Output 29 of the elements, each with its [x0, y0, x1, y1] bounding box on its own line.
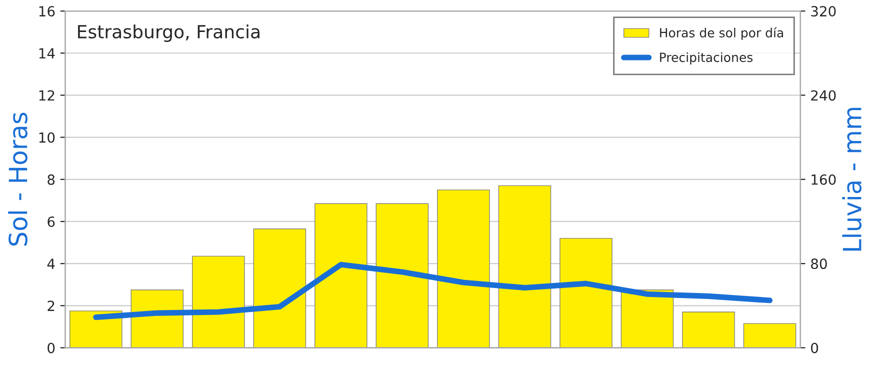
y-tick-label: 2: [48, 300, 54, 311]
y2-tick-label: 160: [812, 174, 836, 185]
bar: [376, 203, 429, 348]
y2-tick-label: 320: [811, 6, 836, 17]
legend-label: Precipitaciones: [660, 52, 753, 64]
bar: [560, 238, 612, 348]
legend-label: Horas de sol por día: [660, 27, 784, 40]
y-tick-label: 8: [48, 174, 55, 185]
bar: [314, 203, 368, 348]
y-axis-title: Sol - Horas: [8, 112, 28, 246]
y2-axis-title: Lluvia - mm: [842, 108, 862, 251]
y-tick-label: 4: [47, 258, 55, 269]
y-tick-label: 10: [39, 132, 55, 143]
bar: [69, 310, 122, 348]
y-tick-label: 16: [39, 6, 55, 17]
y-tick-label: 6: [48, 216, 55, 227]
bar: [192, 256, 245, 348]
y-tick-label: 12: [39, 90, 54, 100]
bar: [682, 312, 735, 348]
bar: [743, 323, 796, 348]
y-tick-label: 0: [48, 342, 55, 354]
y2-tick-label: 0: [811, 342, 818, 354]
bar: [498, 185, 552, 348]
bar: [437, 190, 490, 348]
y2-tick-label: 240: [811, 90, 836, 101]
bar: [253, 228, 306, 348]
y2-tick-label: 80: [811, 258, 827, 270]
y-tick-label: 14: [39, 48, 55, 58]
text: Estrasburgo, Francia: [78, 24, 260, 42]
